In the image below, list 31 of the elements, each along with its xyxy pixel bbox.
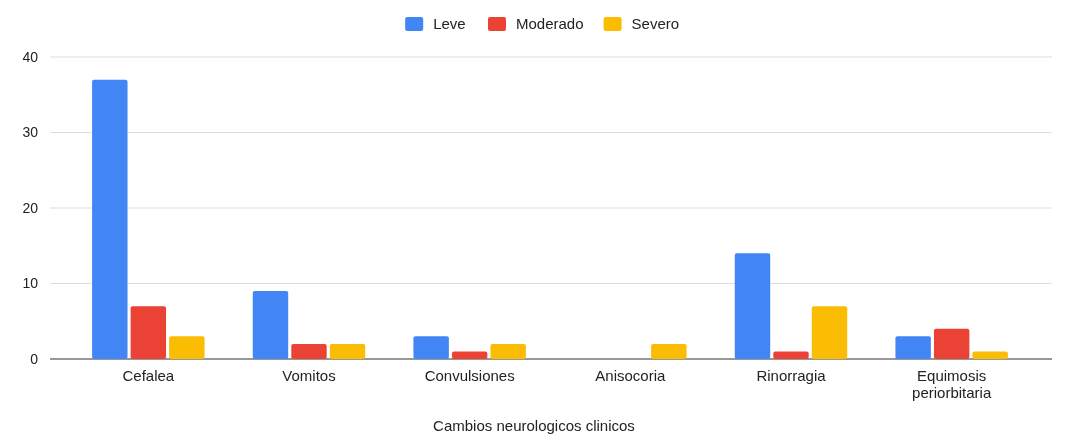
bar <box>734 253 771 359</box>
bar <box>92 79 128 359</box>
x-tick-label: Vomitos <box>282 367 336 384</box>
y-tick-label: 10 <box>22 275 39 292</box>
y-tick-label: 20 <box>22 199 39 216</box>
bar <box>252 291 289 359</box>
x-tick-label: Equimosis periorbitaria <box>912 367 992 401</box>
x-tick-label: Rinorragia <box>756 367 827 384</box>
bar <box>895 336 931 359</box>
legend-label: Moderado <box>516 15 584 33</box>
legend-label: Leve <box>433 15 466 33</box>
bar <box>972 351 1008 359</box>
bar <box>169 336 205 359</box>
x-tick-label: Cefalea <box>122 367 175 384</box>
x-tick-label: Convulsiones <box>424 367 515 384</box>
y-tick-label: 40 <box>22 48 39 65</box>
bar <box>329 343 366 359</box>
bar <box>291 343 327 359</box>
bar <box>451 351 488 359</box>
bar <box>651 343 687 359</box>
bar <box>413 336 449 359</box>
x-tick-label: Anisocoria <box>595 367 666 384</box>
bar <box>773 351 809 359</box>
bar <box>811 306 848 359</box>
bar <box>933 328 970 359</box>
bar <box>490 343 526 359</box>
bar <box>130 306 167 359</box>
legend-label: Severo <box>631 15 680 33</box>
y-tick-label: 30 <box>22 124 39 141</box>
x-axis-title: Cambios neurologicos clinicos <box>433 417 635 434</box>
y-tick-label: 0 <box>30 350 39 367</box>
